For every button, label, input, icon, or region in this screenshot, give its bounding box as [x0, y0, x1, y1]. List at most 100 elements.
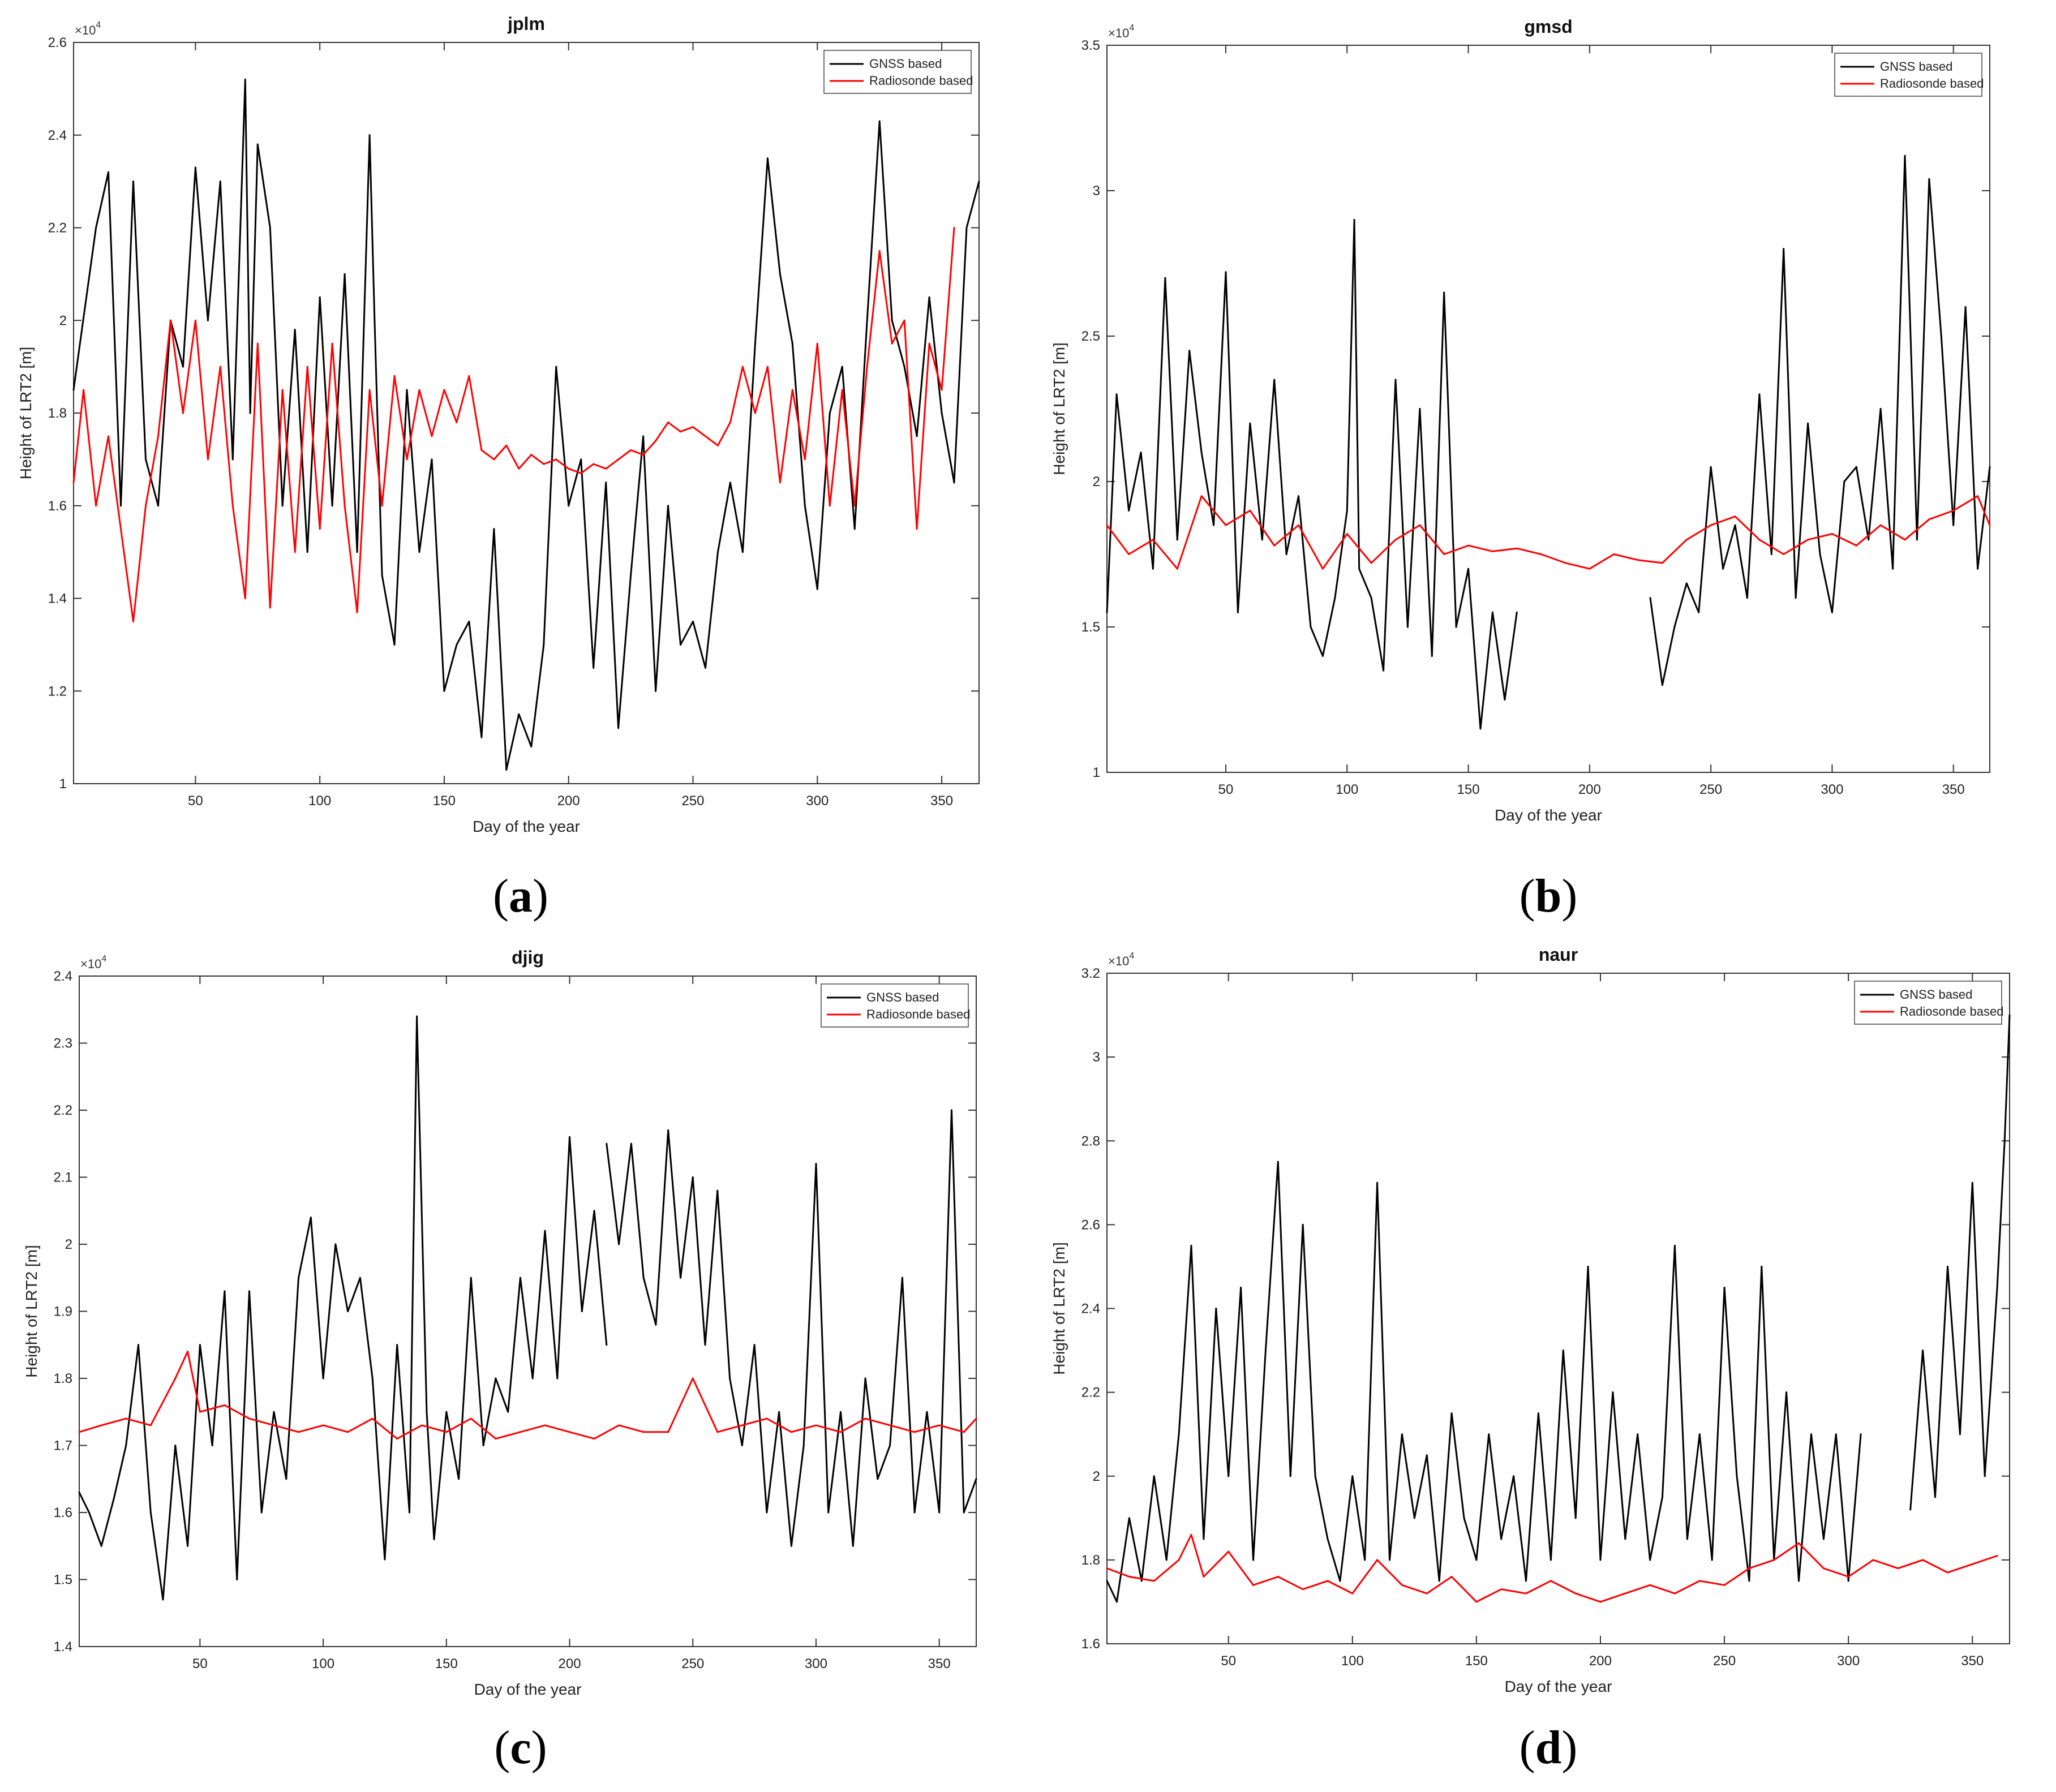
y-exponent-label: ×104 — [1108, 951, 1134, 968]
gnss-point — [1831, 611, 1833, 613]
chart-jplm: 1 1.2 1.4 1.6 1.8 2 2.2 2.4 2.6 50 100 150 200 250 300… — [17, 14, 980, 835]
x-tick-label: 300 — [1837, 1653, 1860, 1669]
gnss-point — [978, 181, 980, 183]
radiosonde-point — [371, 1417, 374, 1420]
radiosonde-point — [568, 467, 570, 470]
gnss-point — [1860, 1433, 1862, 1436]
gnss-point — [1996, 1286, 1998, 1288]
radiosonde-point — [1946, 1571, 1948, 1574]
gnss-point — [182, 366, 184, 368]
gnss-point — [1364, 1559, 1366, 1561]
gnss-point — [1106, 611, 1108, 613]
y-tick-label: 1.6 — [54, 1505, 72, 1520]
gnss-point — [1106, 1580, 1108, 1582]
gnss-point — [1843, 480, 1845, 483]
radiosonde-point — [1599, 1601, 1602, 1603]
radiosonde-point — [1106, 1567, 1108, 1570]
gnss-point — [256, 143, 259, 145]
gnss-point — [285, 1478, 287, 1480]
gnss-point — [1164, 277, 1166, 279]
gnss-point — [1746, 597, 1748, 599]
radiosonde-point — [125, 1417, 127, 1420]
radiosonde-point — [1298, 524, 1300, 526]
radiosonde-point — [1426, 1592, 1428, 1595]
y-tick-label: 1.5 — [54, 1572, 72, 1588]
gnss-point — [1612, 1391, 1614, 1394]
gnss-point — [1500, 1538, 1503, 1540]
radiosonde-point — [692, 1377, 694, 1380]
gnss-point — [953, 482, 955, 484]
y-tick-label: 2.8 — [1081, 1133, 1100, 1149]
gnss-point — [877, 1478, 879, 1480]
gnss-point — [1353, 218, 1355, 221]
radiosonde-point — [331, 342, 333, 345]
gnss-point — [766, 157, 769, 160]
plot-frame — [79, 975, 977, 1647]
gnss-point — [1431, 655, 1433, 657]
caption-b: (b) — [1519, 870, 1578, 922]
gnss-point — [1513, 1475, 1515, 1477]
radiosonde-point — [1419, 524, 1421, 526]
gnss-point — [1188, 350, 1191, 352]
radiosonde-point — [938, 1424, 941, 1426]
radiosonde-point — [1450, 1576, 1453, 1578]
x-tick-label: 100 — [308, 793, 331, 809]
gnss-point — [852, 1545, 854, 1547]
gnss-point — [433, 1538, 435, 1540]
gnss-point — [1314, 1475, 1316, 1477]
gnss-point — [344, 273, 346, 275]
y-tick-label: 3.5 — [1081, 38, 1100, 53]
gnss-point — [1822, 1538, 1825, 1540]
radiosonde-point — [120, 528, 122, 530]
gnss-point — [88, 1511, 90, 1514]
gnss-point — [1213, 524, 1215, 526]
y-tick-label: 2.3 — [54, 1036, 72, 1051]
gnss-point — [1698, 1433, 1701, 1436]
y-tick-label: 2.6 — [48, 35, 67, 50]
radiosonde-point — [741, 366, 744, 368]
radiosonde-point — [306, 366, 308, 368]
x-tick-label: 350 — [1942, 782, 1965, 797]
radiosonde-point — [187, 1351, 189, 1353]
radiosonde-point — [344, 505, 346, 507]
x-tick-label: 200 — [557, 793, 580, 809]
plot-frame — [1106, 973, 2010, 1644]
gnss-point — [605, 482, 607, 484]
radiosonde-point — [1673, 1592, 1676, 1595]
gnss-point — [187, 1545, 189, 1547]
gnss-point — [1176, 539, 1178, 541]
gnss-point — [1946, 1265, 1948, 1267]
gnss-point — [829, 412, 831, 414]
gnss-point — [1346, 509, 1348, 512]
gnss-point — [1710, 466, 1712, 468]
caption-c: (c) — [494, 1721, 547, 1774]
gnss-point — [1599, 1559, 1602, 1561]
radiosonde-point — [913, 1431, 916, 1433]
radiosonde-point — [505, 444, 508, 446]
radiosonde-point — [72, 482, 75, 484]
radiosonde-point — [1773, 1559, 1775, 1561]
radiosonde-point — [83, 389, 85, 391]
gnss-point — [692, 620, 694, 622]
caption-d: (d) — [1519, 1721, 1578, 1774]
gnss-point — [1855, 466, 1857, 468]
gnss-point — [692, 1176, 694, 1178]
radiosonde-point — [194, 319, 196, 321]
gnss-point — [667, 505, 669, 507]
x-tick-label: 150 — [433, 793, 456, 809]
radiosonde-series-line — [1106, 495, 1991, 570]
gnss-point — [1909, 1509, 1912, 1511]
gnss-point — [975, 1478, 977, 1480]
x-axis-label: Day of the year — [473, 818, 580, 835]
legend-label-radiosonde: Radiosonde based — [1880, 76, 1984, 91]
gnss-point — [913, 1511, 916, 1514]
gnss-point — [580, 458, 582, 461]
gnss-point — [396, 1344, 398, 1346]
gnss-point — [1165, 1559, 1168, 1561]
gnss-point — [618, 1243, 620, 1245]
chart-panel-a: 1 1.2 1.4 1.6 1.8 2 2.2 2.4 2.6 50 100 150 200 250 300… — [0, 0, 1019, 922]
gnss-point — [1649, 597, 1651, 599]
y-exponent-power: 4 — [1129, 951, 1134, 961]
radiosonde-point — [692, 426, 694, 428]
legend-label-gnss: GNSS based — [869, 57, 942, 71]
